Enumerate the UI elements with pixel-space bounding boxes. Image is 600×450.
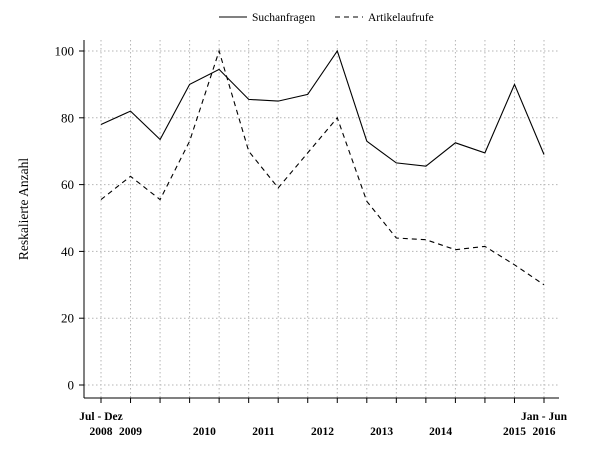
legend: Suchanfragen Artikelaufrufe	[219, 12, 434, 24]
y-tick-label: 40	[61, 244, 74, 259]
grid	[84, 40, 559, 398]
x-tick-label: 2010	[193, 426, 216, 438]
x-tick-label: 2016	[533, 426, 556, 438]
x-tick-label: 2012	[311, 426, 334, 438]
y-tick-label: 60	[61, 177, 74, 192]
x-tick-label: 2011	[252, 426, 275, 438]
legend-label: Suchanfragen	[252, 12, 315, 24]
series-layer	[100, 49, 545, 286]
x-tick-label-top: Jul - Dez	[79, 411, 122, 423]
y-tick-label: 20	[61, 311, 74, 326]
x-tick-label: 2015	[503, 426, 526, 438]
axes	[79, 40, 559, 403]
series-line-suchanfragen	[100, 49, 545, 167]
series-line-artikelaufrufe	[100, 49, 545, 286]
y-tick-label: 100	[55, 44, 75, 59]
x-tick-label-top: Jan - Jun	[521, 411, 568, 423]
x-tick-label: 2009	[119, 426, 142, 438]
x-tick-label: 2013	[370, 426, 393, 438]
legend-label: Artikelaufrufe	[368, 12, 434, 24]
y-tick-label: 80	[61, 110, 74, 125]
x-tick-label: 2014	[429, 426, 452, 438]
y-tick-label: 0	[68, 378, 75, 393]
x-tick-label: 2008	[90, 426, 113, 438]
y-axis-title: Reskalierte Anzahl	[16, 158, 31, 261]
axis-labels: 0 20 40 60 80 100 Jul - Dez 2008 2009 2010 2011 201…	[16, 44, 568, 439]
